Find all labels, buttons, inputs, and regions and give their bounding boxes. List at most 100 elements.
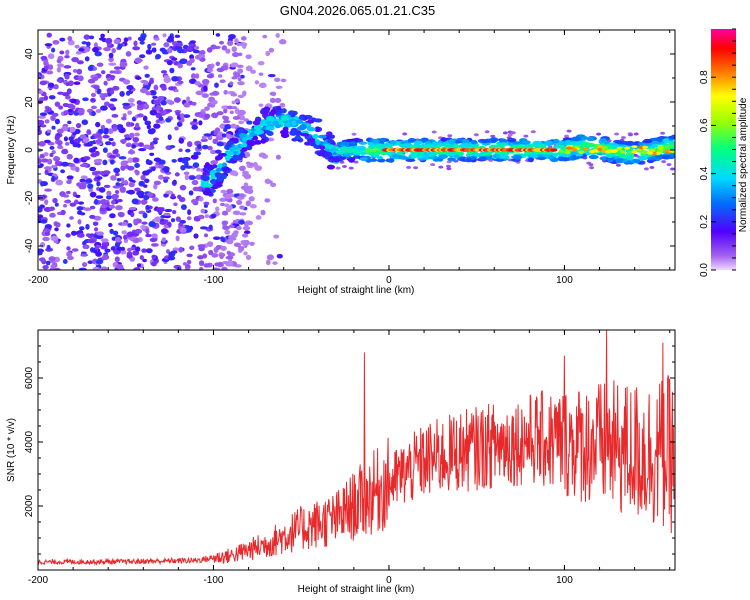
- spectrogram-noise-dot: [167, 35, 175, 40]
- spectrogram-noise-dot: [75, 166, 80, 173]
- spectrogram-noise-dot: [59, 37, 66, 42]
- spectrogram-noise-dot: [55, 179, 64, 186]
- spectrogram-noise-dot: [128, 181, 135, 188]
- spectrogram-noise-dot: [254, 80, 260, 85]
- spectrogram-noise-dot: [116, 177, 121, 182]
- spectrogram-noise-dot: [212, 198, 217, 204]
- spectrogram-rise-dot: [238, 128, 244, 134]
- spectrogram-noise-dot: [134, 228, 143, 234]
- spectrogram-noise-dot: [63, 136, 68, 142]
- spectrogram-noise-dot: [133, 267, 141, 270]
- spectrogram-noise-dot: [94, 51, 102, 57]
- spectrogram-noise-dot: [66, 251, 72, 258]
- spectrogram-noise-dot: [204, 214, 210, 218]
- spectrogram-noise-dot: [96, 62, 104, 67]
- spectrogram-noise-dot: [179, 184, 187, 191]
- spectrogram-noise-dot: [228, 224, 235, 229]
- spectrogram-noise-dot: [39, 196, 45, 202]
- spectrogram-noise-dot: [230, 170, 238, 176]
- spectrogram-rise-dot: [238, 133, 247, 138]
- spectrogram-noise-dot: [126, 253, 133, 259]
- spectrogram-noise-dot: [193, 233, 199, 239]
- spectrogram-rise-dot: [275, 111, 282, 116]
- spectrogram-band-dot: [527, 157, 534, 163]
- spectrogram-noise-dot: [93, 158, 102, 163]
- spectrogram-noise-dot: [116, 126, 122, 130]
- spectrogram-noise-dot: [213, 45, 221, 50]
- spectrogram-noise-dot: [121, 139, 126, 145]
- spectrogram-halo-dot: [446, 164, 451, 168]
- spectrogram-noise-dot: [159, 220, 167, 225]
- spectrogram-noise-dot: [128, 206, 137, 211]
- spectrogram-noise-dot: [96, 88, 102, 95]
- spectrogram-noise-dot: [161, 228, 168, 234]
- spectrogram-noise-dot: [211, 90, 220, 96]
- spectrogram-noise-dot: [72, 68, 78, 73]
- spectrogram-halo-dot: [530, 130, 536, 134]
- spectrogram-ridge-dot: [597, 144, 603, 148]
- spectrogram-noise-dot: [87, 66, 94, 71]
- spectrogram-noise-dot: [98, 37, 106, 41]
- spectrogram-noise-dot: [191, 180, 199, 186]
- spectrogram-noise-dot: [145, 233, 152, 238]
- spectrogram-noise-dot: [48, 256, 56, 262]
- spectrogram-noise-dot: [171, 75, 179, 82]
- spectrogram-noise-dot: [54, 202, 59, 207]
- spectrogram-noise-dot: [264, 198, 271, 203]
- spectrogram-noise-dot: [237, 77, 242, 82]
- spectrogram-noise-dot: [243, 221, 249, 228]
- spectrogram-noise-dot: [240, 36, 247, 41]
- spectrogram-noise-dot: [117, 198, 123, 203]
- spectrogram-band-dot: [356, 146, 367, 151]
- spectrogram-noise-dot: [206, 74, 215, 79]
- spectrogram-noise-dot: [211, 253, 219, 258]
- spectrogram-noise-dot: [38, 119, 45, 126]
- spectrogram-band-dot: [399, 156, 409, 160]
- spectrogram-noise-dot: [174, 126, 179, 131]
- spectrogram-noise-dot: [123, 37, 129, 43]
- spectrogram-noise-dot: [71, 248, 79, 252]
- spectrogram-noise-dot: [153, 137, 159, 141]
- spectrogram-noise-dot: [132, 136, 140, 143]
- spectrogram-noise-dot: [43, 139, 51, 144]
- spectrogram-noise-dot: [75, 123, 82, 129]
- spectrogram-noise-dot: [221, 266, 228, 270]
- spectrogram-noise-dot: [193, 45, 200, 50]
- spectrogram-noise-dot: [139, 54, 146, 59]
- spectrogram-halo-dot: [564, 134, 569, 138]
- spectrogram-noise-dot: [78, 184, 87, 190]
- spectrogram-band-dot: [643, 142, 653, 147]
- spectrogram-band-dot: [512, 141, 523, 145]
- spectrogram-rise-dot: [225, 142, 232, 148]
- spectrogram-noise-dot: [161, 85, 167, 91]
- spectrogram-noise-dot: [122, 113, 127, 118]
- spectrogram-noise-dot: [97, 128, 104, 134]
- spectrogram-noise-dot: [38, 125, 41, 132]
- spectrogram-rise-dot: [316, 151, 326, 157]
- spectrogram-noise-dot: [184, 165, 193, 169]
- spectrogram-noise-dot: [145, 204, 150, 211]
- spectrogram-band-dot: [457, 151, 465, 155]
- spectrogram-noise-dot: [228, 33, 236, 40]
- spectrogram-band-dot: [506, 137, 517, 143]
- spectrogram-band-dot: [637, 141, 645, 146]
- spectrogram-band-dot: [640, 150, 649, 155]
- spectrogram-noise-dot: [135, 76, 142, 80]
- spectrogram-noise-dot: [76, 68, 83, 75]
- spectrogram-noise-dot: [209, 149, 217, 155]
- spectrogram-ridge-dot: [619, 150, 626, 154]
- spectrogram-noise-dot: [204, 106, 210, 111]
- spectrogram-band-dot: [448, 140, 456, 144]
- spectrogram-noise-dot: [51, 112, 59, 117]
- spectrogram-noise-dot: [106, 190, 112, 196]
- snr-xlabel: Height of straight line (km): [298, 584, 415, 595]
- spectrogram-ridge-dot: [631, 145, 638, 149]
- spectrogram-noise-dot: [231, 105, 238, 110]
- spectrogram-band-dot: [387, 158, 395, 163]
- spectrogram-noise-dot: [114, 189, 120, 195]
- spectrogram-noise-dot: [92, 221, 99, 226]
- y-tick-label: 0: [24, 147, 35, 153]
- spectrogram-noise-dot: [127, 165, 135, 171]
- spectrogram-noise-dot: [200, 138, 209, 142]
- colorbar-ticks: 0.0 0.2 0.4 0.6 0.8: [699, 28, 736, 277]
